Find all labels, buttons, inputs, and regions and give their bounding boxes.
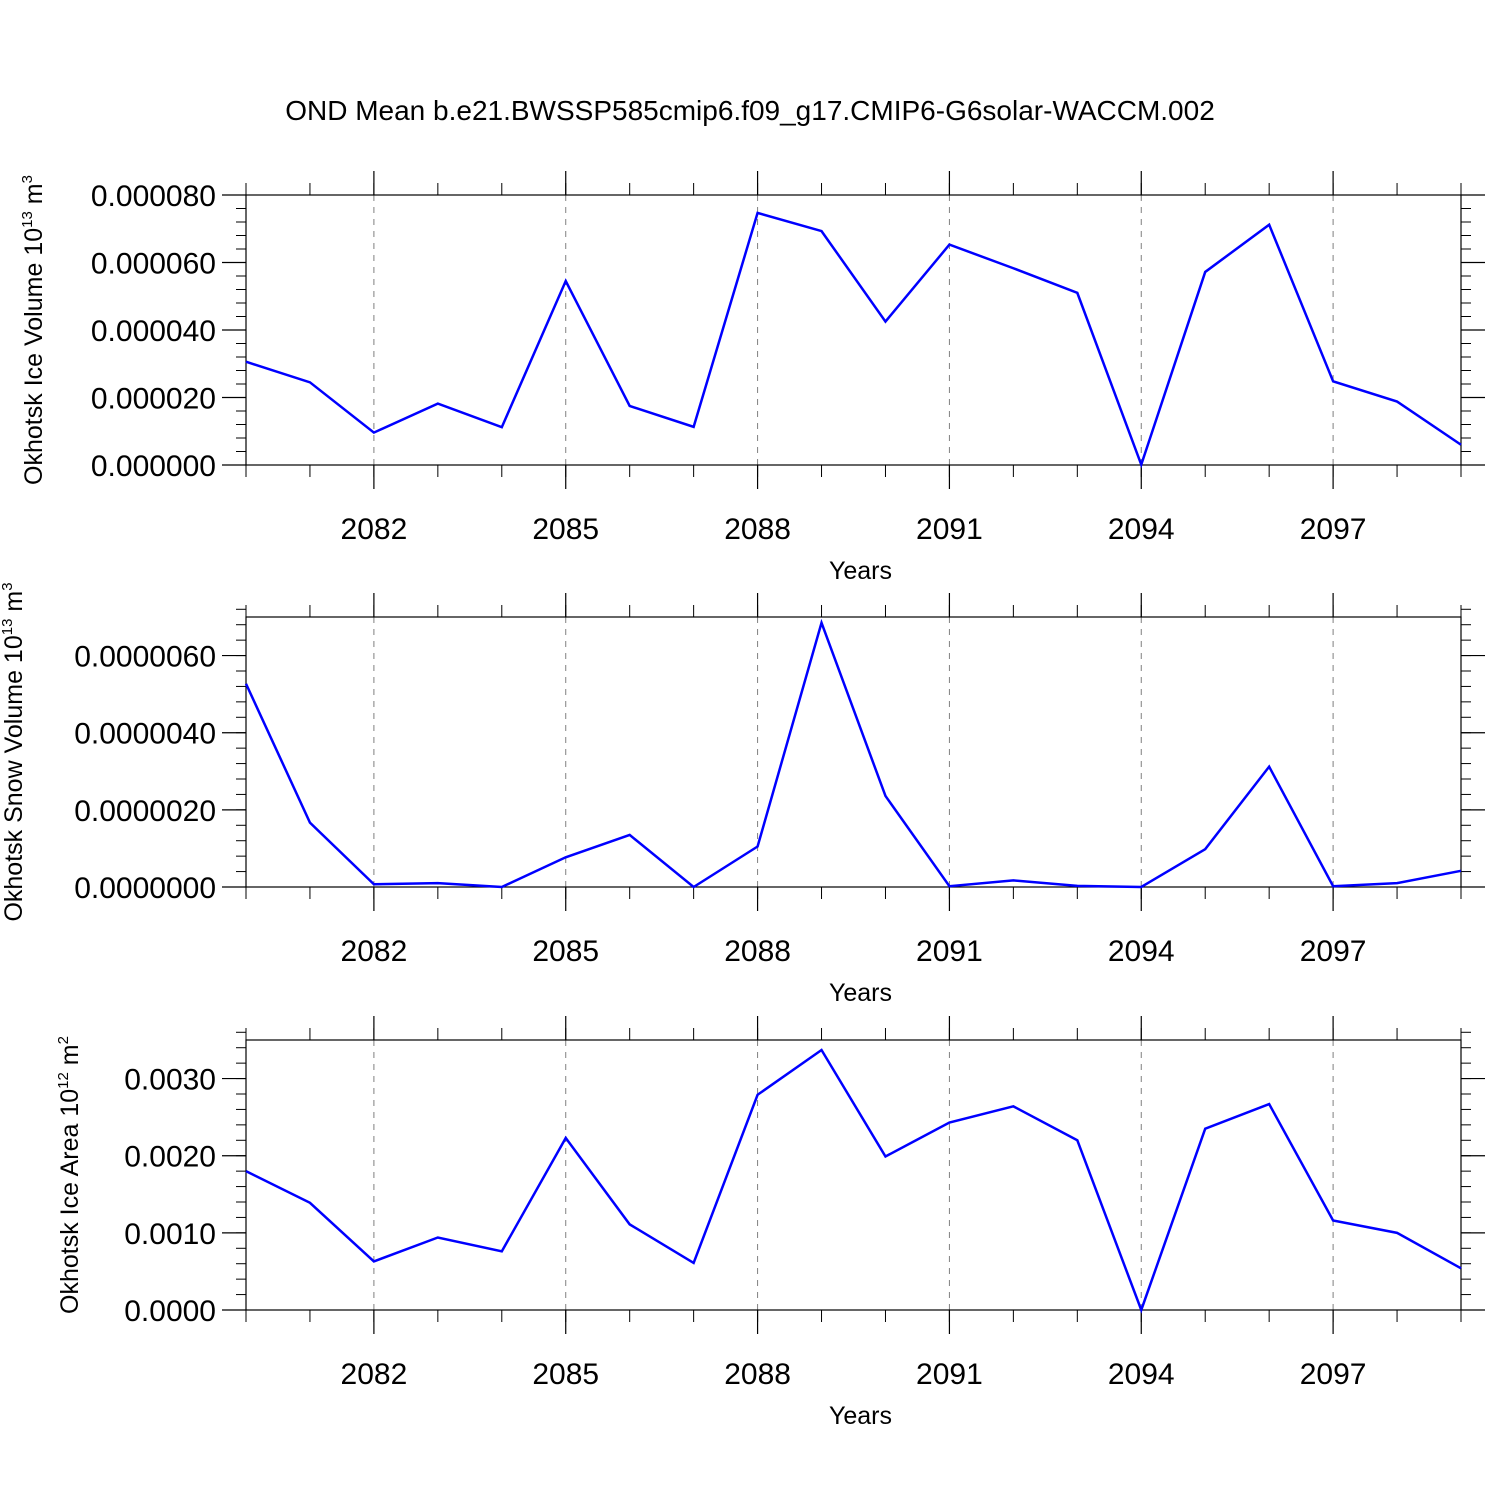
panel-1: 0.000000 0.000020 0.000040 0.000060 0.000080…: [19, 171, 1485, 585]
y-axis-label-unit: m: [56, 1044, 84, 1072]
y-tick-label: 0.0030: [124, 1064, 216, 1097]
plot-frame: [245, 1039, 1462, 1311]
series-line: [245, 1048, 1462, 1314]
y-tick-label: 0.0000060: [74, 641, 216, 674]
y-axis-label-text: Okhotsk Snow Volume 10: [0, 635, 28, 921]
y-axis-label-unit-exponent: 3: [0, 582, 16, 590]
x-tick-label: 2094: [1108, 935, 1175, 968]
y-axis-label-exponent: 13: [0, 619, 16, 636]
y-axis-label: Okhotsk Ice Area 1012 m2: [55, 1036, 84, 1314]
panel-3: 0.0000 0.0010 0.0020 0.0030 2082 2085 2088 2091…: [55, 1016, 1485, 1430]
y-axis-label-unit: m: [0, 591, 28, 619]
x-axis-label: Years: [829, 557, 892, 585]
y-axis-label-unit-exponent: 2: [55, 1036, 72, 1044]
series-line: [245, 211, 1462, 469]
x-tick-label: 2085: [532, 1358, 599, 1391]
x-tick-label: 2085: [532, 935, 599, 968]
y-tick-label: 0.000040: [91, 315, 216, 348]
x-tick-label: 2094: [1108, 513, 1175, 546]
plot-frame: [245, 194, 1462, 466]
y-tick-label: 0.000080: [91, 180, 216, 213]
x-tick-label: 2091: [916, 513, 983, 546]
x-tick-label: 2088: [724, 1358, 791, 1391]
x-tick-label: 2088: [724, 513, 791, 546]
x-tick-label: 2097: [1300, 935, 1367, 968]
y-axis-label-unit-exponent: 3: [19, 175, 36, 183]
x-tick-label: 2097: [1300, 1358, 1367, 1391]
y-tick-label: 0.000020: [91, 383, 216, 416]
x-tick-label: 2088: [724, 935, 791, 968]
y-tick-label: 0.0000000: [74, 872, 216, 905]
y-axis-label: Okhotsk Ice Volume 1013 m3: [19, 175, 48, 485]
x-tick-label: 2091: [916, 1358, 983, 1391]
y-tick-label: 0.0000040: [74, 718, 216, 751]
chart-title: OND Mean b.e21.BWSSP585cmip6.f09_g17.CMI…: [285, 95, 1215, 126]
x-tick-label: 2094: [1108, 1358, 1175, 1391]
y-axis-label-exponent: 13: [19, 211, 36, 228]
x-tick-label: 2091: [916, 935, 983, 968]
x-axis-label: Years: [829, 1402, 892, 1430]
series-line: [244, 618, 1462, 889]
y-axis-label-exponent: 12: [55, 1072, 72, 1089]
y-tick-label: 0.000060: [91, 248, 216, 281]
panel-2: 0.0000000 0.0000020 0.0000040 0.0000060 2082…: [0, 582, 1485, 1007]
x-axis-label: Years: [829, 979, 892, 1007]
y-axis-label-text: Okhotsk Ice Volume 10: [20, 228, 48, 485]
panels: 0.000000 0.000020 0.000040 0.000060 0.000080…: [0, 171, 1485, 1430]
y-tick-label: 0.0000: [124, 1295, 216, 1328]
y-axis-label-unit: m: [20, 183, 48, 211]
x-tick-label: 2097: [1300, 513, 1367, 546]
x-tick-label: 2085: [532, 513, 599, 546]
y-tick-label: 0.0000020: [74, 795, 216, 828]
y-tick-label: 0.000000: [91, 450, 216, 483]
plot-frame: [245, 616, 1462, 888]
x-tick-label: 2082: [341, 935, 408, 968]
x-tick-label: 2082: [341, 513, 408, 546]
y-tick-label: 0.0020: [124, 1141, 216, 1174]
y-tick-label: 0.0010: [124, 1218, 216, 1251]
y-axis-label-text: Okhotsk Ice Area 10: [56, 1089, 84, 1314]
x-tick-label: 2082: [341, 1358, 408, 1391]
y-axis-label: Okhotsk Snow Volume 1013 m3: [0, 582, 28, 921]
